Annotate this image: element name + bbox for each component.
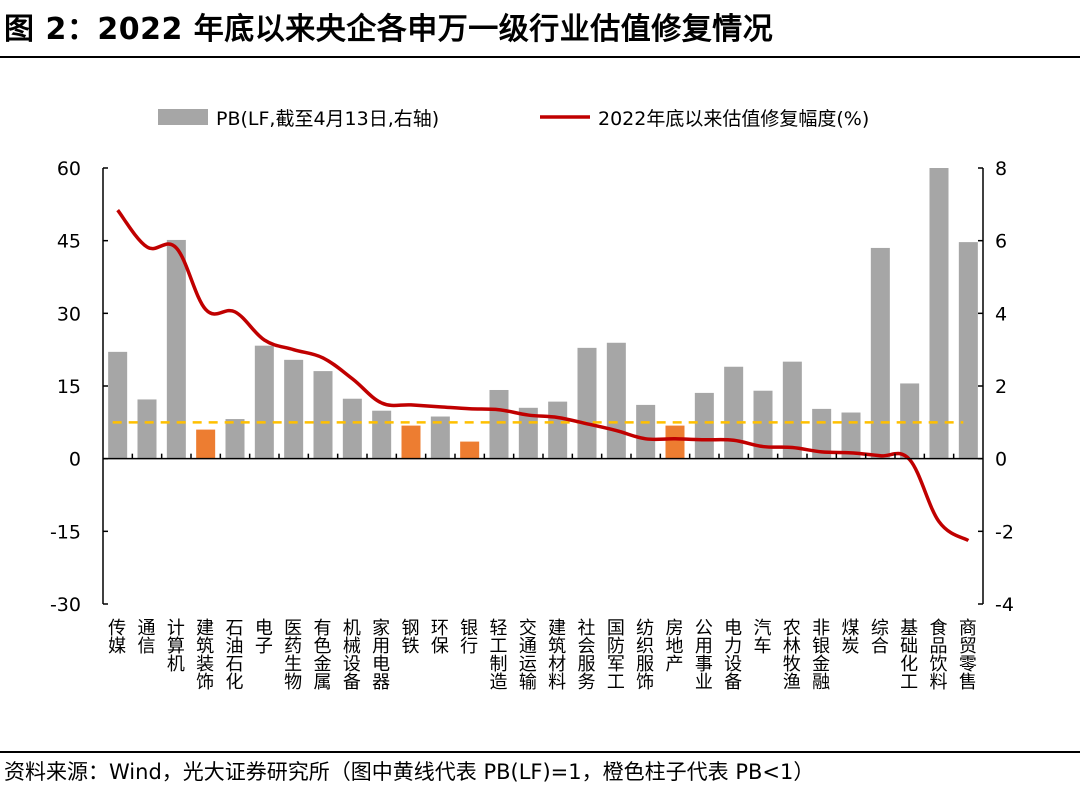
category-label: 交通运输: [516, 618, 537, 691]
bar-建筑材料: [548, 401, 568, 459]
bar-计算机: [166, 239, 186, 459]
category-label: 汽车: [751, 618, 772, 654]
bar-综合: [870, 247, 890, 459]
figure-title: 图 2：2022 年底以来央企各申万一级行业估值修复情况: [4, 12, 774, 47]
category-label: 家用电器: [369, 618, 390, 690]
category-label: 国防军工: [604, 618, 625, 690]
bar-家用电器: [372, 410, 392, 459]
left-tick-label: 30: [57, 303, 81, 325]
bar-有色金属: [313, 371, 333, 459]
left-tick-label: -30: [50, 594, 81, 616]
category-label: 有色金属: [311, 618, 332, 690]
legend-bar-label: PB(LF,截至4月13日,右轴): [216, 108, 439, 130]
category-label: 电力设备: [721, 618, 742, 690]
bar-医药生物: [284, 359, 304, 459]
category-label: 建筑材料: [545, 618, 566, 690]
category-label: 建筑装饰: [193, 618, 214, 690]
category-label: 石油石化: [223, 618, 244, 690]
category-label: 纺织服饰: [633, 618, 654, 690]
category-label: 轻工制造: [487, 618, 508, 690]
footer-divider: [0, 751, 1080, 753]
category-label: 综合: [868, 618, 889, 654]
line-valuation-repair: [116, 209, 970, 543]
bar-房地产: [665, 425, 685, 459]
bar-商贸零售: [958, 242, 978, 459]
bar-建筑装饰: [196, 429, 216, 459]
bar-电力设备: [724, 366, 744, 459]
legend-bar-swatch: [158, 109, 208, 125]
left-tick-label: 15: [57, 376, 81, 398]
category-label: 银行: [457, 618, 478, 654]
bar-国防军工: [606, 342, 626, 459]
bar-环保: [430, 416, 450, 459]
bar-石油石化: [225, 419, 245, 459]
right-tick-label: 4: [995, 303, 1007, 325]
left-tick-label: -15: [50, 521, 81, 543]
legend-line-label: 2022年底以来估值修复幅度(%): [598, 108, 869, 130]
bar-银行: [460, 441, 480, 459]
category-label: 社会服务: [575, 618, 596, 690]
bar-交通运输: [518, 407, 538, 459]
category-label: 计算机: [164, 618, 185, 672]
category-label: 机械设备: [340, 618, 361, 690]
bar-电子: [254, 345, 274, 459]
right-tick-label: -2: [995, 521, 1014, 543]
category-label: 农林牧渔: [780, 618, 801, 690]
bar-基础化工: [900, 383, 920, 459]
right-tick-label: 6: [995, 231, 1007, 253]
bar-轻工制造: [489, 389, 509, 459]
bar-社会服务: [577, 347, 597, 459]
source-note: 资料来源：Wind，光大证券研究所（图中黄线代表 PB(LF)=1，橙色柱子代表…: [4, 760, 815, 784]
right-tick-label: -4: [995, 594, 1014, 616]
category-label: 非银金融: [809, 618, 830, 690]
right-tick-label: 8: [995, 158, 1007, 180]
category-label: 煤炭: [839, 618, 860, 654]
category-label: 环保: [428, 618, 449, 654]
bar-公用事业: [694, 392, 714, 459]
bar-煤炭: [841, 412, 861, 459]
category-label: 公用事业: [692, 618, 713, 690]
title-divider: [0, 56, 1080, 58]
category-label: 传媒: [105, 618, 126, 654]
category-label: 通信: [135, 618, 156, 654]
bar-食品饮料: [929, 168, 949, 459]
bar-农林牧渔: [782, 361, 802, 459]
bar-通信: [137, 399, 157, 459]
bar-机械设备: [342, 398, 362, 459]
right-tick-label: 2: [995, 376, 1007, 398]
category-label: 商贸零售: [956, 618, 977, 690]
right-tick-label: 0: [995, 449, 1007, 471]
bar-汽车: [753, 390, 773, 459]
bar-钢铁: [401, 425, 421, 459]
category-label: 医药生物: [281, 618, 302, 690]
category-label: 基础化工: [897, 618, 918, 690]
bar-传媒: [108, 351, 128, 459]
left-tick-label: 60: [57, 158, 81, 180]
category-label: 房地产: [663, 618, 684, 672]
category-label: 钢铁: [399, 618, 420, 654]
category-label: 电子: [252, 618, 273, 654]
category-label: 食品饮料: [927, 618, 948, 690]
bar-纺织服饰: [636, 404, 656, 459]
left-tick-label: 0: [69, 449, 81, 471]
left-tick-label: 45: [57, 231, 81, 253]
